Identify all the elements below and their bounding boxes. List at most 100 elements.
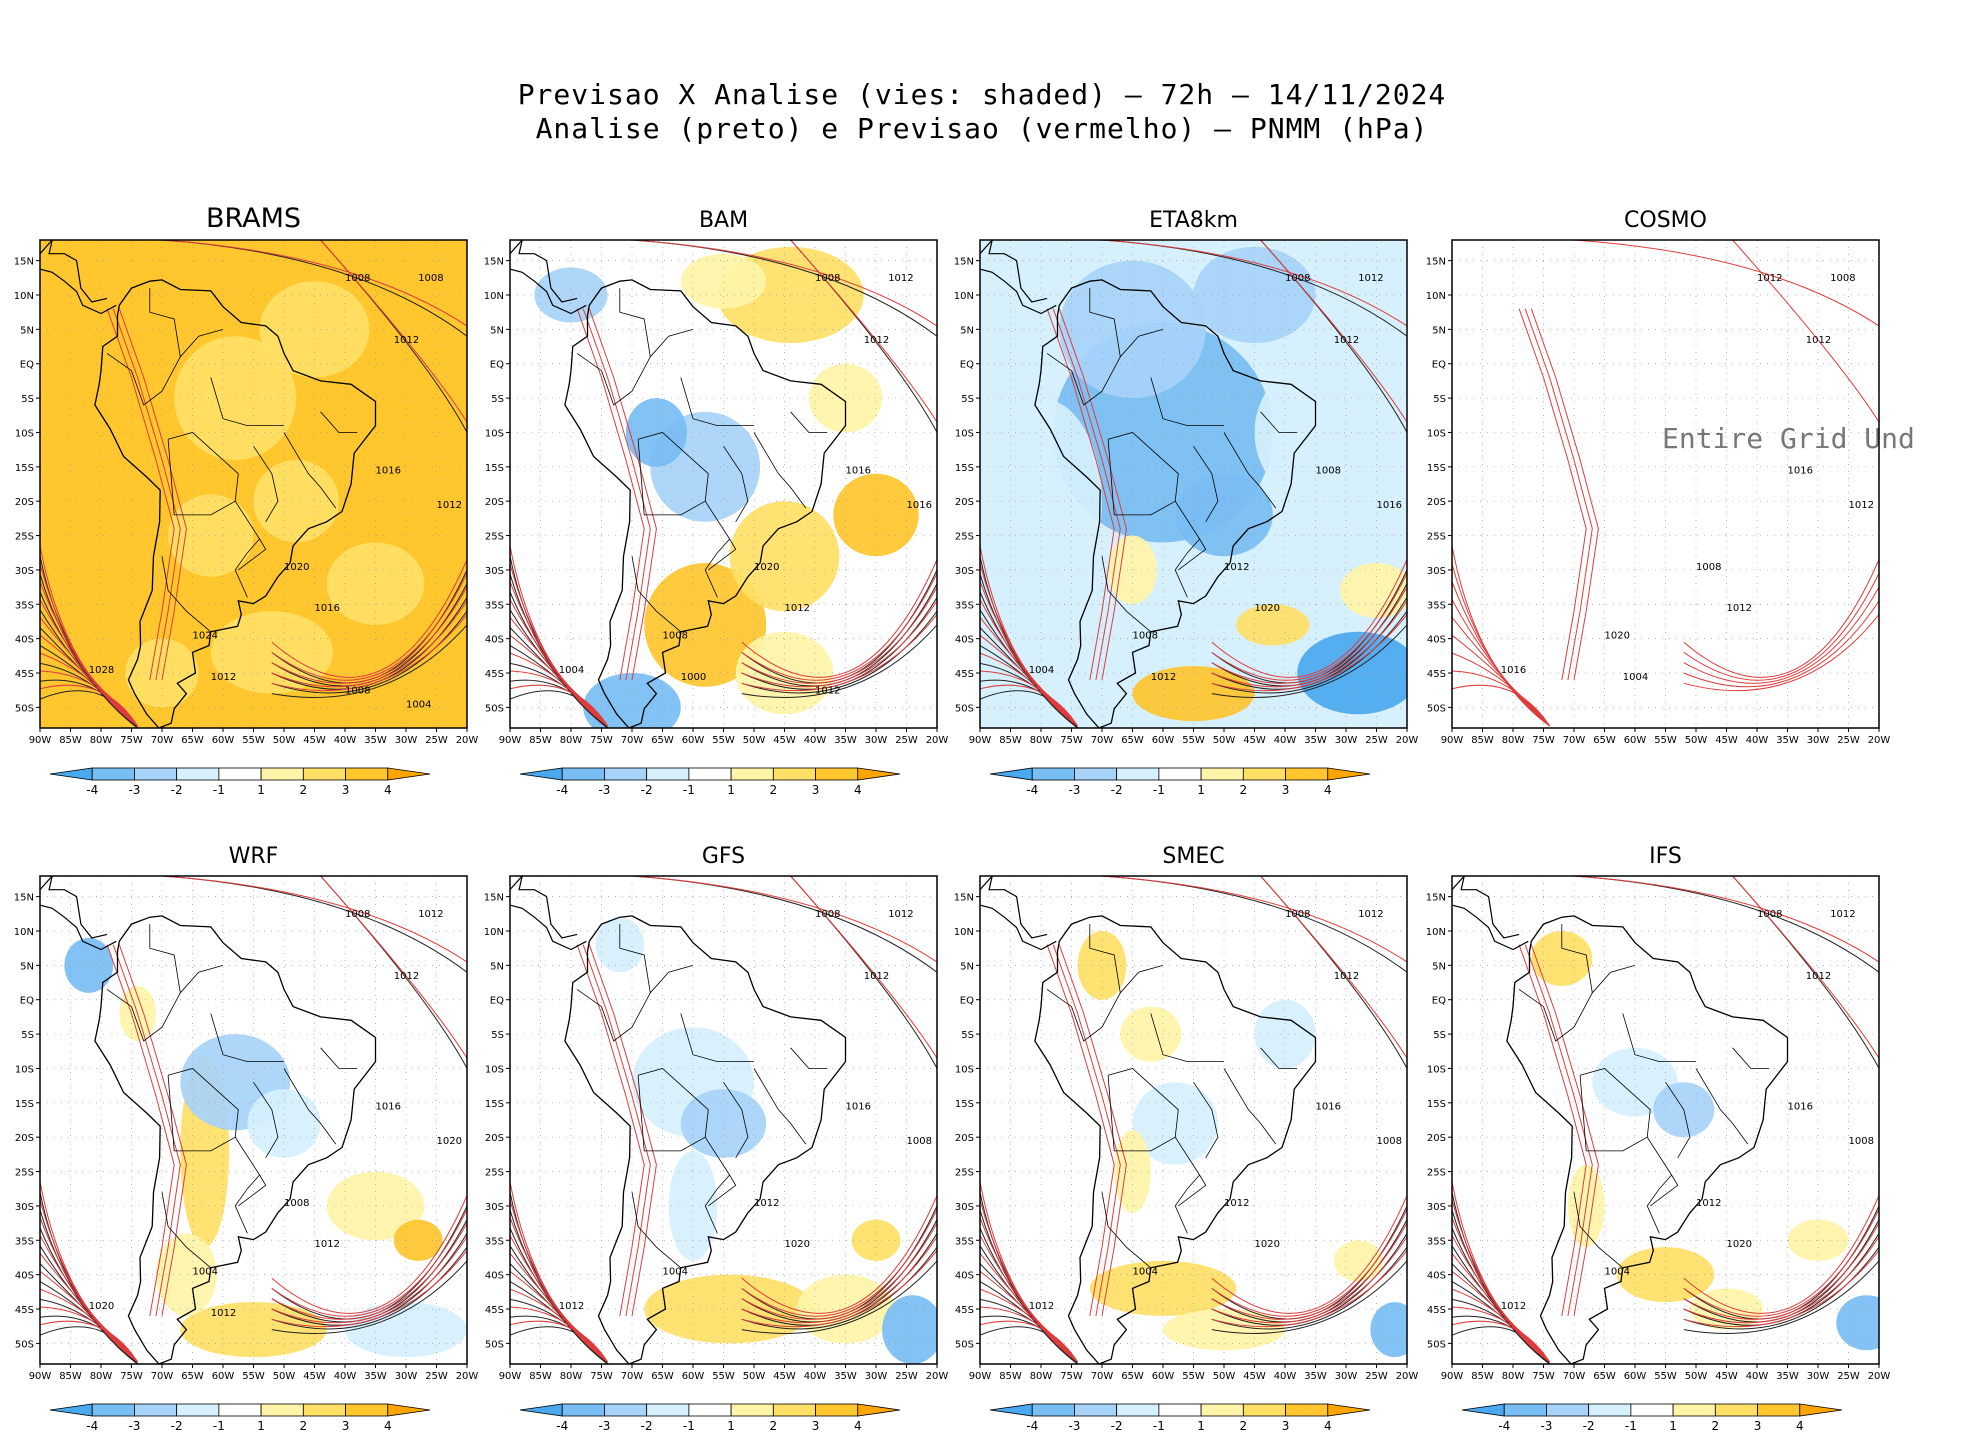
contour-label: 1016 — [1377, 500, 1402, 511]
x-tick-label: 30W — [395, 735, 418, 746]
colorbar-swatch — [1328, 768, 1370, 780]
x-tick-label: 90W — [29, 735, 52, 746]
contour-label: 1012 — [559, 1301, 584, 1312]
y-tick-label: 30S — [485, 566, 504, 577]
colorbar-swatch — [773, 1404, 815, 1416]
colorbar-label: -2 — [641, 783, 653, 797]
y-tick-label: 5S — [1433, 394, 1446, 405]
y-tick-label: 10N — [954, 927, 974, 938]
colorbar-swatch — [261, 768, 303, 780]
colorbar-label: 2 — [1240, 1419, 1248, 1433]
colorbar-swatch — [1673, 1404, 1715, 1416]
y-tick-label: 15N — [954, 893, 974, 904]
colorbar-label: 4 — [384, 783, 392, 797]
colorbar: -4 -3 -2 -1 1 2 3 4 — [1462, 1404, 1842, 1433]
panel-eta8km: ETA8km1008 101210121008101610121020100810… — [954, 208, 1419, 797]
colorbar-swatch — [1074, 768, 1116, 780]
bias-region — [1163, 1309, 1285, 1350]
x-tick-label: 30W — [1335, 1371, 1358, 1382]
panel-smec: SMEC1008 10121012101610081012102010041012… — [954, 844, 1419, 1433]
contour-label: 1008 — [1285, 273, 1310, 284]
contour-label: 1012 — [785, 603, 810, 614]
x-tick-label: 80W — [1030, 735, 1053, 746]
colorbar-swatch — [1286, 1404, 1328, 1416]
colorbar-swatch — [1243, 768, 1285, 780]
bias-region — [64, 938, 113, 993]
bias-region — [1334, 1240, 1383, 1281]
x-tick-label: 85W — [529, 1371, 552, 1382]
y-tick-label: 45S — [955, 1305, 974, 1316]
x-tick-label: 45W — [1715, 735, 1738, 746]
colorbar-swatch — [990, 1404, 1032, 1416]
x-tick-label: 40W — [804, 735, 827, 746]
colorbar-swatch — [346, 768, 388, 780]
colorbar-swatch — [177, 1404, 219, 1416]
colorbar-swatch — [134, 1404, 176, 1416]
x-tick-label: 40W — [334, 1371, 357, 1382]
contour-label: 1020 — [1255, 603, 1280, 614]
colorbar-label: 1 — [257, 1419, 265, 1433]
y-tick-label: 10N — [954, 291, 974, 302]
x-tick-label: 55W — [1654, 735, 1677, 746]
x-tick-label: 50W — [743, 1371, 766, 1382]
y-tick-label: 50S — [1427, 703, 1446, 714]
panel-gfs: GFS1008 101210121016100810121020100410129… — [484, 844, 949, 1433]
colorbar-label: 3 — [1282, 783, 1290, 797]
x-tick-label: 55W — [712, 1371, 735, 1382]
y-tick-label: 50S — [955, 1339, 974, 1350]
x-tick-label: 35W — [364, 1371, 387, 1382]
contour-label: 1016 — [846, 1102, 871, 1113]
colorbar-label: 1 — [257, 783, 265, 797]
x-tick-label: 45W — [773, 735, 796, 746]
colorbar-swatch — [261, 1404, 303, 1416]
contour-label: 1020 — [754, 562, 779, 573]
x-tick-label: 35W — [1776, 1371, 1799, 1382]
y-tick-label: 30S — [1427, 1202, 1446, 1213]
colorbar-label: -4 — [1026, 1419, 1038, 1433]
y-tick-label: 10S — [15, 428, 34, 439]
panel-wrf: WRF1008 101210121016102010081012100410201… — [14, 844, 479, 1433]
y-tick-label: EQ — [20, 996, 34, 1007]
contour-label: 1012 — [211, 1308, 236, 1319]
bias-region — [1370, 1302, 1419, 1357]
x-tick-label: 40W — [334, 735, 357, 746]
colorbar-swatch — [773, 768, 815, 780]
contour-label: 1012 — [1696, 1198, 1721, 1209]
x-tick-label: 75W — [590, 1371, 613, 1382]
colorbar-label: 3 — [1282, 1419, 1290, 1433]
contour-label: 1004 — [1029, 665, 1054, 676]
x-tick-label: 70W — [151, 1371, 174, 1382]
contour-label: 1004 — [1623, 672, 1648, 683]
x-tick-label: 35W — [834, 1371, 857, 1382]
colorbar-swatch — [1631, 1404, 1673, 1416]
colorbar-label: -3 — [128, 783, 140, 797]
x-tick-label: 60W — [1624, 735, 1647, 746]
colorbar-swatch — [816, 768, 858, 780]
contour-label: 1000 — [681, 672, 706, 683]
y-tick-label: EQ — [490, 996, 504, 1007]
y-tick-label: 5S — [961, 1030, 974, 1041]
x-tick-label: 35W — [1776, 735, 1799, 746]
contour-label: 1012 — [1334, 335, 1359, 346]
x-tick-label: 30W — [865, 735, 888, 746]
x-tick-label: 65W — [651, 1371, 674, 1382]
y-tick-label: 30S — [15, 566, 34, 577]
bias-region — [882, 1295, 943, 1364]
y-tick-label: 25S — [1427, 1168, 1446, 1179]
colorbar-swatch — [858, 1404, 900, 1416]
colorbar-label: -3 — [1540, 1419, 1552, 1433]
contour-label: 1016 — [1501, 665, 1526, 676]
y-tick-label: 10N — [1426, 291, 1446, 302]
contour-label: 1008 — [1133, 631, 1158, 642]
y-tick-label: EQ — [490, 360, 504, 371]
contour-label: 1012 — [315, 1239, 340, 1250]
contour-label: 1012 — [864, 335, 889, 346]
colorbar-label: 4 — [854, 783, 862, 797]
y-tick-label: 20S — [485, 497, 504, 508]
colorbar-swatch — [303, 768, 345, 780]
x-tick-label: 80W — [1502, 1371, 1525, 1382]
x-tick-label: 65W — [1593, 735, 1616, 746]
y-tick-label: 20S — [485, 1133, 504, 1144]
bias-region — [254, 460, 339, 542]
contour-label: 1008 — [815, 909, 840, 920]
